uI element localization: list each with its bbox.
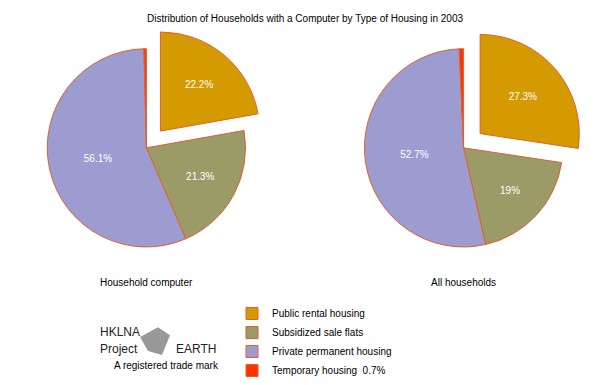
- svg-text:22.2%: 22.2%: [185, 79, 213, 90]
- svg-text:21.3%: 21.3%: [186, 171, 214, 182]
- svg-text:27.3%: 27.3%: [509, 91, 537, 102]
- svg-text:A registered trade mark: A registered trade mark: [114, 360, 219, 371]
- svg-text:Private permanent housing: Private permanent housing: [272, 346, 392, 357]
- svg-text:Household computer: Household computer: [100, 277, 193, 288]
- svg-text:19%: 19%: [500, 185, 520, 196]
- svg-text:EARTH: EARTH: [176, 342, 216, 356]
- svg-text:56.1%: 56.1%: [84, 153, 112, 164]
- svg-text:52.7%: 52.7%: [400, 149, 428, 160]
- svg-text:Subsidized sale flats: Subsidized sale flats: [272, 327, 363, 338]
- svg-text:All households: All households: [431, 277, 496, 288]
- svg-text:Distribution of Households wit: Distribution of Households with a Comput…: [147, 13, 464, 24]
- svg-text:Project: Project: [100, 342, 138, 356]
- svg-text:HKLNA: HKLNA: [100, 325, 140, 339]
- svg-text:Public rental housing: Public rental housing: [272, 308, 365, 319]
- svg-text:Temporary housing 0.7%: Temporary housing 0.7%: [272, 365, 386, 376]
